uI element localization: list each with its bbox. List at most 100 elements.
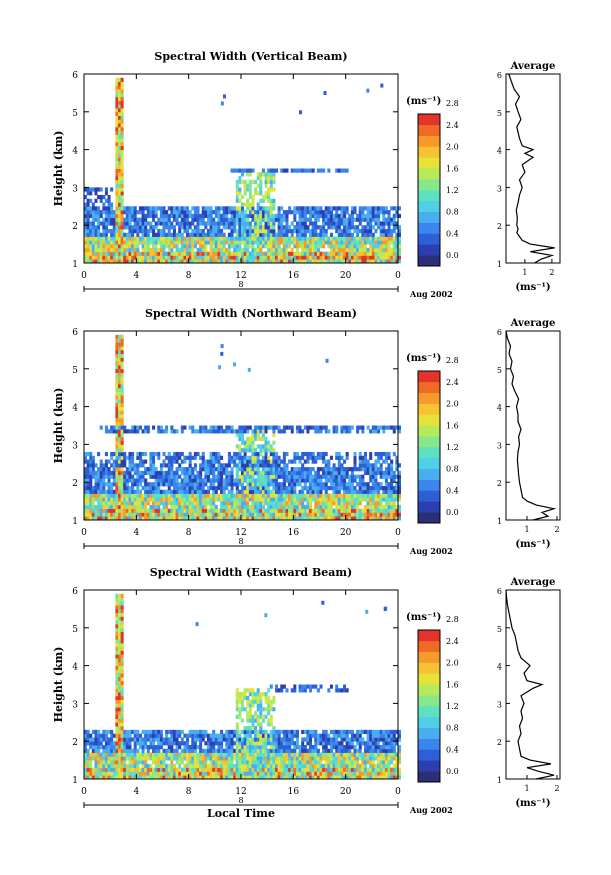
heatmap-cell	[146, 236, 150, 241]
heatmap-cell	[102, 497, 106, 502]
heatmap-cell	[178, 516, 182, 521]
heatmap-cell	[377, 213, 381, 219]
heatmap-cell	[392, 508, 396, 513]
heatmap-cell	[157, 217, 161, 222]
heatmap-cell	[107, 459, 111, 464]
heatmap-cell	[186, 236, 190, 241]
heatmap-cell	[290, 497, 294, 502]
heatmap-cell	[395, 251, 399, 256]
heatmap-cell	[104, 504, 108, 510]
heatmap-cell	[91, 501, 95, 506]
heatmap-cell	[298, 455, 302, 460]
heatmap-cell	[84, 501, 88, 506]
heatmap-cell	[115, 410, 119, 415]
heatmap-cell	[125, 210, 129, 215]
heatmap-cell	[212, 744, 216, 750]
heatmap-cell	[104, 482, 108, 487]
heatmap-cell	[220, 744, 224, 750]
heatmap-cell	[115, 642, 119, 648]
heatmap-cell	[206, 206, 210, 211]
heatmap-cell	[131, 512, 135, 517]
heatmap-cell	[324, 210, 328, 215]
heatmap-cell	[337, 221, 341, 226]
heatmap-cell	[398, 236, 402, 241]
heatmap-cell	[104, 497, 108, 502]
heatmap-cell	[99, 482, 103, 487]
heatmap-cell	[290, 425, 294, 430]
heatmap-cell	[120, 104, 124, 109]
heatmap-cell	[196, 508, 200, 513]
heatmap-cell	[186, 512, 190, 517]
heatmap-cell	[115, 714, 119, 719]
heatmap-cell	[94, 760, 98, 765]
heatmap-cell	[97, 497, 101, 502]
heatmap-cell	[319, 451, 323, 457]
heatmap-cell	[104, 240, 108, 245]
heatmap-cell	[366, 489, 370, 494]
heatmap-cell	[141, 225, 145, 230]
heatmap-cell	[254, 247, 258, 253]
heatmap-cell	[212, 737, 216, 742]
heatmap-cell	[358, 213, 362, 219]
heatmap-cell	[118, 744, 122, 750]
heatmap-cell	[141, 240, 145, 245]
heatmap-cell	[84, 504, 88, 510]
heatmap-cell	[314, 512, 318, 517]
heatmap-cell	[99, 198, 103, 203]
heatmap-cell	[118, 346, 122, 351]
heatmap-cell	[332, 251, 336, 256]
heatmap-cell	[201, 767, 205, 772]
heatmap-cell	[214, 221, 218, 226]
heatmap-cell	[178, 255, 182, 260]
heatmap-cell	[371, 497, 375, 502]
heatmap-cell	[178, 489, 182, 494]
heatmap-cell	[319, 429, 323, 434]
heatmap-cell	[261, 232, 265, 237]
heatmap-cell	[275, 489, 279, 494]
heatmap-cell	[112, 516, 116, 521]
heatmap-cell	[110, 516, 114, 521]
heatmap-cell	[343, 504, 347, 510]
heatmap-cell	[392, 240, 396, 245]
heatmap-cell	[84, 485, 88, 491]
heatmap-cell	[136, 493, 140, 498]
heatmap-cell	[311, 451, 315, 457]
heatmap-cell	[390, 467, 394, 472]
heatmap-cell	[204, 771, 208, 776]
heatmap-cell	[89, 760, 93, 765]
heatmap-cell	[293, 217, 297, 222]
heatmap-cell	[309, 508, 313, 513]
heatmap-cell	[84, 767, 88, 772]
heatmap-cell	[337, 467, 341, 472]
avg-y-tick-label: 1	[497, 260, 502, 269]
heatmap-cell	[131, 213, 135, 219]
heatmap-cell	[335, 455, 339, 460]
heatmap-cell	[99, 478, 103, 483]
heatmap-cell	[191, 508, 195, 513]
colorbar-swatch	[418, 436, 440, 448]
heatmap-cell	[86, 467, 90, 472]
heatmap-cell	[146, 467, 150, 472]
heatmap-cell	[290, 516, 294, 521]
heatmap-cell	[356, 213, 360, 219]
heatmap-cell	[193, 217, 197, 222]
heatmap-cell	[120, 425, 124, 430]
heatmap-cell	[104, 771, 108, 776]
heatmap-cell	[350, 236, 354, 241]
heatmap-cell	[115, 665, 119, 670]
heatmap-cell	[290, 470, 294, 476]
heatmap-cell	[345, 470, 349, 476]
heatmap-cell	[230, 508, 234, 513]
heatmap-cell	[162, 225, 166, 230]
heatmap-cell	[343, 459, 347, 464]
heatmap-cell	[288, 236, 292, 241]
heatmap-cell	[136, 470, 140, 476]
heatmap-cell	[159, 247, 163, 253]
heatmap-cell	[199, 228, 203, 234]
heatmap-cell	[167, 737, 171, 742]
heatmap-cell	[227, 247, 231, 253]
heatmap-cell	[398, 247, 402, 253]
heatmap-cell	[248, 183, 252, 188]
heatmap-cell	[102, 485, 106, 491]
heatmap-cell	[141, 470, 145, 476]
